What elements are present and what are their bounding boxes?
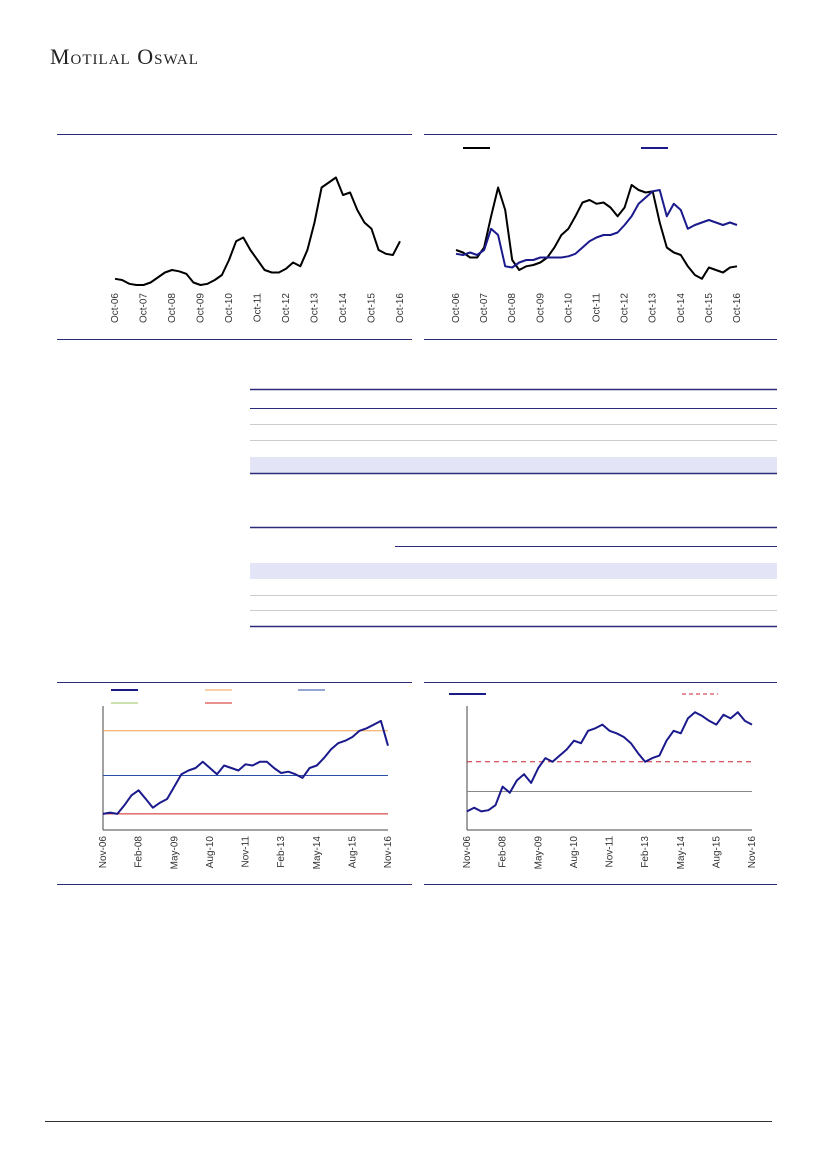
x-tick-label: Aug-15 <box>711 836 722 869</box>
x-tick-label: Nov-16 <box>747 836 758 869</box>
x-tick-label: Oct-07 <box>139 293 150 323</box>
x-tick-label: Oct-12 <box>620 293 631 323</box>
x-tick-label: May-09 <box>533 836 544 870</box>
series-line <box>114 176 401 286</box>
frames <box>57 134 777 885</box>
x-tick-label: Oct-09 <box>535 293 546 323</box>
x-tick-label: Feb-08 <box>134 836 145 868</box>
x-tick-label: Oct-14 <box>338 293 349 323</box>
x-tick-label: Feb-08 <box>498 836 509 868</box>
legend-swatches <box>111 147 718 704</box>
x-tick-label: Oct-15 <box>704 293 715 323</box>
series-line <box>455 184 738 280</box>
table-2 <box>250 526 777 628</box>
x-tick-label: Oct-10 <box>563 293 574 323</box>
x-tick-label: Oct-07 <box>479 293 490 323</box>
x-tick-label: Feb-13 <box>640 836 651 868</box>
x-tick-label: Oct-06 <box>110 293 121 323</box>
x-tick-label: Oct-13 <box>648 293 659 323</box>
x-tick-label: Nov-06 <box>462 836 473 869</box>
x-tick-label: Aug-15 <box>347 836 358 869</box>
x-tick-label: Oct-16 <box>395 293 406 323</box>
x-tick-label: Oct-16 <box>732 293 743 323</box>
x-tick-label: Oct-09 <box>196 293 207 323</box>
x-tick-label: Oct-08 <box>167 293 178 323</box>
x-tick-label: Oct-08 <box>507 293 518 323</box>
x-tick-label: May-14 <box>312 836 323 870</box>
x-tick-label: Oct-06 <box>451 293 462 323</box>
series-line <box>102 719 389 815</box>
x-tick-label: Nov-11 <box>605 836 616 868</box>
x-tick-label: Oct-14 <box>676 293 687 323</box>
series-line <box>466 711 753 813</box>
logo: Motilal Oswal <box>50 44 199 69</box>
table-1 <box>250 388 777 475</box>
x-tick-label: Aug-10 <box>205 836 216 869</box>
x-tick-label: Nov-06 <box>98 836 109 869</box>
x-tick-label: Aug-10 <box>569 836 580 869</box>
x-tick-label: Nov-16 <box>383 836 394 869</box>
x-tick-label: Feb-13 <box>276 836 287 868</box>
x-tick-label: May-14 <box>676 836 687 870</box>
x-tick-label: Oct-12 <box>281 293 292 323</box>
x-tick-label: Nov-11 <box>241 836 252 868</box>
x-tick-label: Oct-11 <box>592 293 603 323</box>
series-line <box>455 189 738 269</box>
x-tick-label: May-09 <box>169 836 180 870</box>
x-tick-label: Oct-11 <box>253 293 264 323</box>
x-tick-label: Oct-10 <box>224 293 235 323</box>
x-tick-label: Oct-13 <box>310 293 321 323</box>
x-tick-label: Oct-15 <box>367 293 378 323</box>
